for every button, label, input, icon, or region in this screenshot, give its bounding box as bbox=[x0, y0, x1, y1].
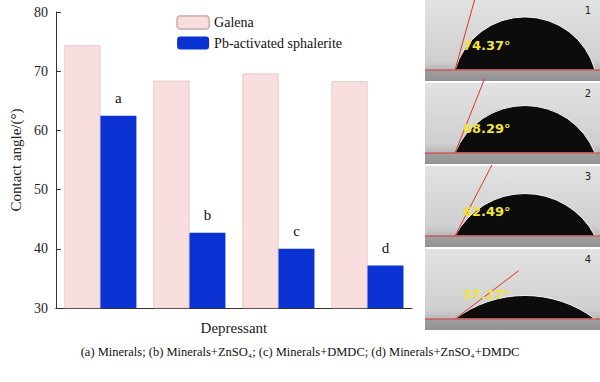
svg-text:37.17°: 37.17° bbox=[463, 287, 511, 302]
svg-text:62.49°: 62.49° bbox=[463, 204, 511, 219]
svg-text:Galena: Galena bbox=[214, 15, 254, 30]
svg-text:74.37°: 74.37° bbox=[463, 38, 511, 53]
svg-text:2: 2 bbox=[585, 88, 591, 99]
svg-text:40: 40 bbox=[34, 241, 48, 256]
svg-text:1: 1 bbox=[585, 5, 591, 16]
svg-text:Depressant: Depressant bbox=[201, 320, 268, 336]
svg-text:60: 60 bbox=[34, 123, 48, 138]
svg-text:50: 50 bbox=[34, 182, 48, 197]
svg-text:4: 4 bbox=[585, 254, 591, 265]
svg-text:68.29°: 68.29° bbox=[463, 121, 511, 136]
svg-text:30: 30 bbox=[34, 301, 48, 316]
svg-text:b: b bbox=[204, 207, 212, 223]
svg-text:c: c bbox=[293, 223, 300, 239]
svg-text:Pb-activated sphalerite: Pb-activated sphalerite bbox=[214, 36, 342, 51]
svg-text:80: 80 bbox=[34, 5, 48, 20]
svg-text:70: 70 bbox=[34, 64, 48, 79]
svg-text:Contact angle/(°): Contact angle/(°) bbox=[8, 108, 25, 211]
svg-text:a: a bbox=[115, 90, 122, 106]
html-text:(a) Minerals; (b) Minerals+ZnS: (a) Minerals; (b) Minerals+ZnSO₄; (c) Mi… bbox=[80, 345, 520, 359]
svg-text:3: 3 bbox=[585, 171, 591, 182]
svg-text:d: d bbox=[382, 240, 390, 256]
